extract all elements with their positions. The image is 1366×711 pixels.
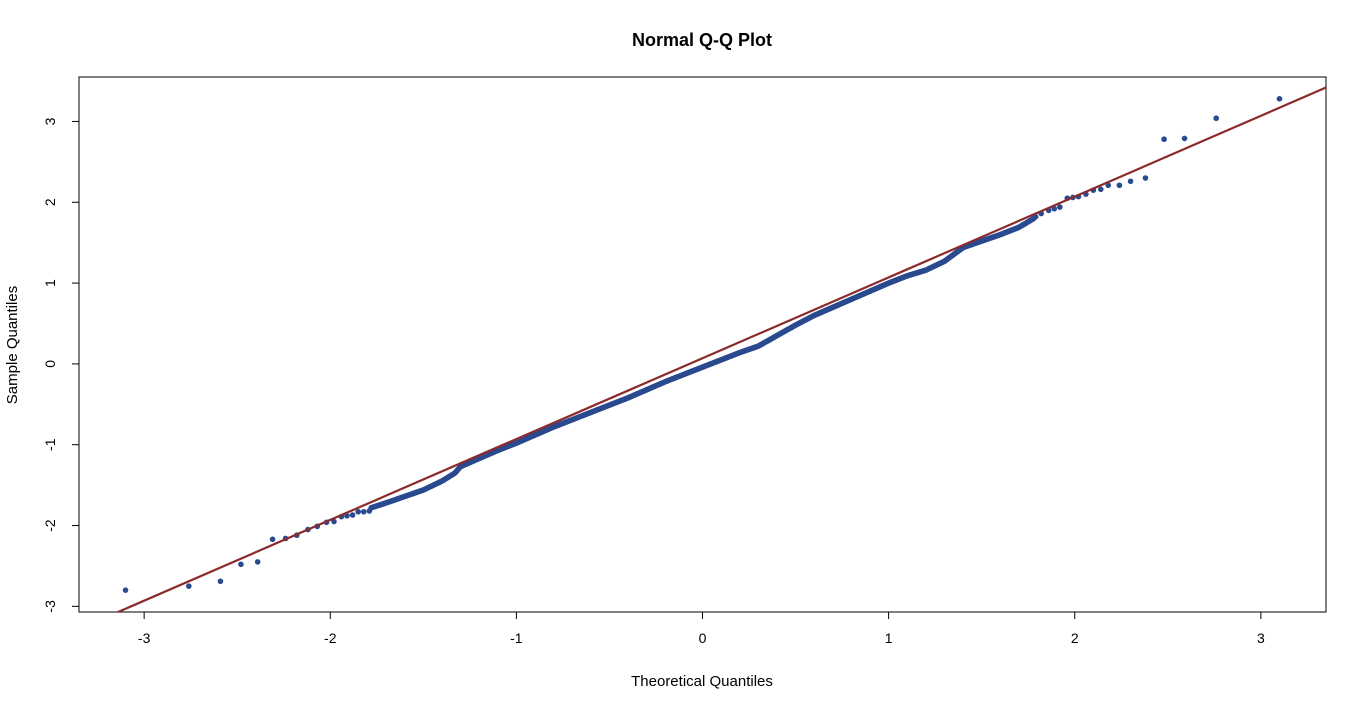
data-point bbox=[1127, 178, 1134, 185]
data-point bbox=[1105, 182, 1112, 189]
data-point bbox=[1116, 182, 1123, 189]
chart-title: Normal Q-Q Plot bbox=[632, 30, 772, 50]
x-tick-label: -1 bbox=[510, 630, 523, 646]
x-tick-label: 3 bbox=[1257, 630, 1265, 646]
data-point bbox=[254, 559, 261, 565]
y-tick-label: 3 bbox=[42, 117, 58, 125]
x-axis-title: Theoretical Quantiles bbox=[631, 673, 773, 690]
y-tick-label: -1 bbox=[42, 438, 58, 451]
y-tick-label: 2 bbox=[42, 198, 58, 206]
data-point bbox=[186, 583, 192, 589]
data-point bbox=[1276, 96, 1283, 102]
data-point bbox=[238, 561, 244, 568]
data-point bbox=[349, 512, 356, 518]
data-point bbox=[122, 587, 129, 593]
data-point bbox=[360, 508, 367, 515]
data-point bbox=[217, 578, 224, 585]
x-tick-label: -2 bbox=[324, 630, 337, 646]
x-axis: -3 -2 -1 0 1 2 3 bbox=[138, 611, 1265, 646]
data-point bbox=[355, 508, 361, 515]
data-point bbox=[331, 518, 337, 525]
data-point bbox=[1057, 204, 1063, 210]
plot-area-border bbox=[78, 76, 1327, 613]
y-axis: -3 -2 -1 0 1 2 3 bbox=[42, 117, 80, 613]
x-tick-label: 0 bbox=[699, 630, 707, 646]
data-point bbox=[269, 536, 276, 543]
y-tick-label: -3 bbox=[42, 600, 58, 613]
data-point bbox=[1142, 175, 1149, 181]
y-tick-label: 1 bbox=[42, 279, 58, 287]
data-point bbox=[1181, 135, 1188, 142]
sample-points bbox=[122, 96, 1283, 593]
reference-line-group bbox=[117, 86, 1327, 614]
data-point bbox=[1213, 115, 1219, 122]
x-tick-label: 1 bbox=[885, 630, 893, 646]
data-point bbox=[1030, 215, 1037, 222]
data-point bbox=[344, 513, 350, 519]
x-tick-label: -3 bbox=[138, 630, 151, 646]
y-axis-title: Sample Quantiles bbox=[4, 286, 21, 404]
data-point bbox=[1051, 205, 1058, 212]
data-point bbox=[1098, 186, 1104, 193]
y-tick-label: 0 bbox=[42, 360, 58, 368]
reference-line bbox=[117, 86, 1327, 614]
y-tick-label: -2 bbox=[42, 519, 58, 532]
x-tick-label: 2 bbox=[1071, 630, 1079, 646]
data-point bbox=[1161, 136, 1167, 143]
